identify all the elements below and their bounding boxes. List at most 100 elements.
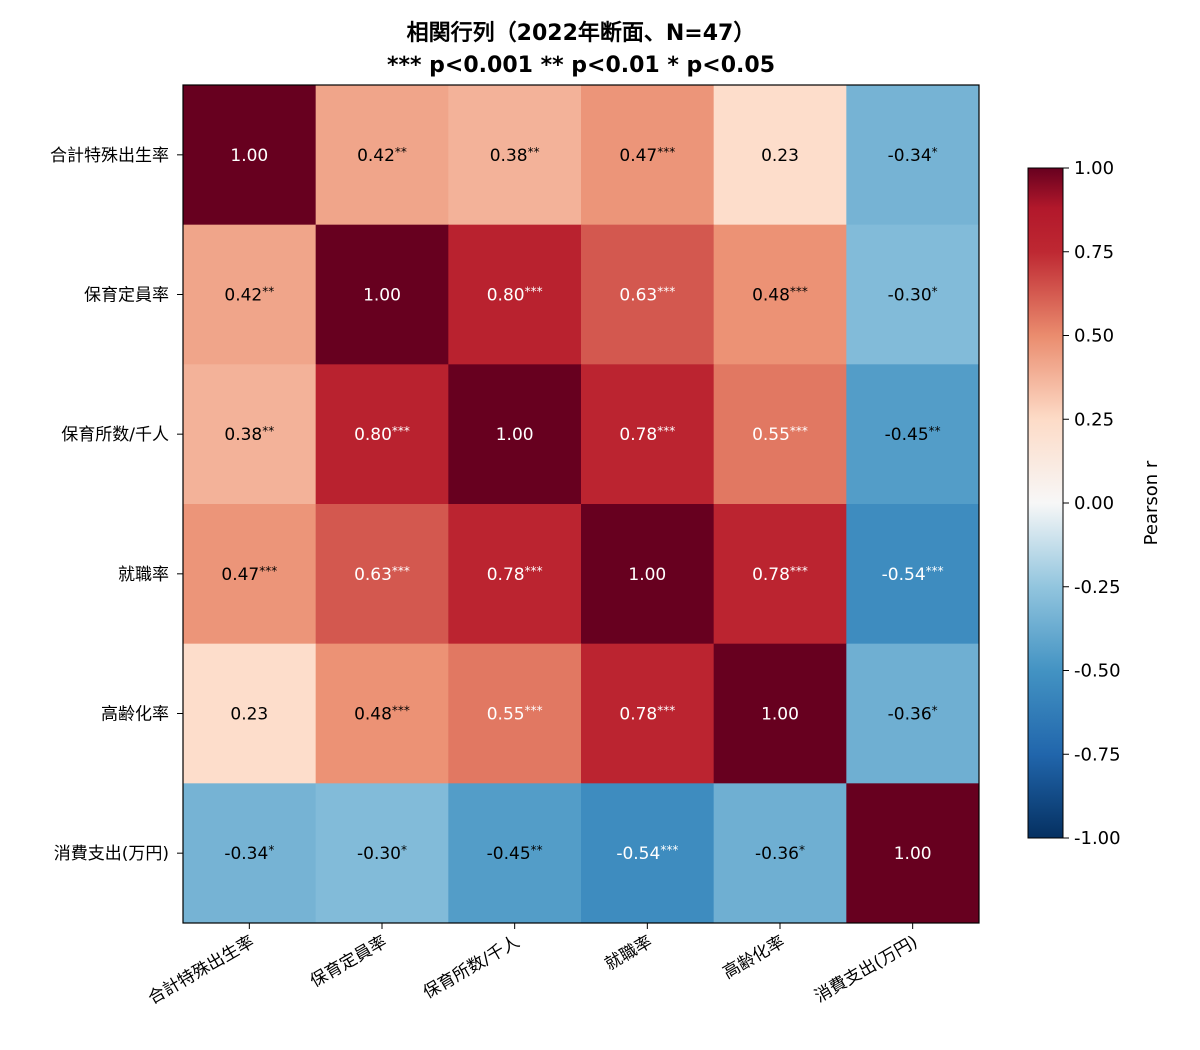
significance-marker: *** [660, 843, 678, 857]
heatmap-cell [448, 224, 582, 365]
cell-value-label: 0.42** [357, 145, 407, 166]
colorbar-label: Pearson r [1141, 460, 1162, 545]
heatmap-cell [581, 85, 715, 226]
heatmap-cell [581, 783, 715, 924]
significance-marker: *** [790, 424, 808, 438]
heatmap-cell [183, 643, 317, 784]
cell-value-label: -0.34* [224, 843, 274, 864]
heatmap-cell [713, 504, 847, 645]
significance-marker: *** [657, 704, 675, 718]
significance-marker: *** [657, 285, 675, 299]
heatmap-cell-labels: 1.00 0.42** 0.38** 0.47*** 0.23 -0.34*0.42** 1… [221, 145, 943, 864]
x-tick-label: 保育定員率 [307, 932, 391, 992]
cell-value-label: 1.00 [894, 844, 932, 864]
cell-value-label: -0.36* [888, 704, 938, 725]
significance-marker: *** [657, 424, 675, 438]
heatmap-cell [315, 364, 449, 505]
colorbar-tick-label: 0.75 [1074, 242, 1114, 263]
heatmap-cell [846, 783, 980, 924]
x-axis-ticks: 合計特殊出生率 保育定員率 保育所数/千人 就職率 高齢化率 消費支出(万円) [145, 923, 921, 1009]
colorbar-tick-label: 0.50 [1074, 326, 1114, 347]
significance-marker: * [799, 843, 805, 857]
significance-marker: ** [929, 424, 941, 438]
heatmap-cell [315, 504, 449, 645]
cell-value-label: -0.36* [755, 843, 805, 864]
cell-value-label: -0.45** [487, 843, 543, 864]
cell-value-label: 1.00 [496, 425, 534, 445]
x-tick-label: 合計特殊出生率 [145, 932, 258, 1009]
colorbar-tick-label: -0.75 [1074, 744, 1121, 765]
colorbar-gradient [1027, 167, 1064, 839]
heatmap-cell [315, 643, 449, 784]
significance-marker: * [932, 704, 938, 718]
heatmap-cell [315, 85, 449, 226]
colorbar-tick-label: -1.00 [1074, 828, 1121, 849]
cell-value-label: -0.30* [888, 285, 938, 306]
heatmap-cell [448, 643, 582, 784]
colorbar-ticks: 1.00 0.75 0.50 0.25 0.00 -0.25 -0.50 -0.75 -1.00 [1063, 158, 1121, 849]
heatmap-cell [183, 224, 317, 365]
heatmap-cell [713, 783, 847, 924]
significance-marker: *** [392, 704, 410, 718]
colorbar-tick-label: 1.00 [1074, 158, 1114, 179]
heatmap-frame [182, 84, 980, 924]
heatmap-cell [581, 504, 715, 645]
significance-marker: *** [525, 564, 543, 578]
y-tick-label: 高齢化率 [101, 705, 169, 725]
x-tick-label: 高齢化率 [720, 932, 789, 983]
cell-value-label: 0.23 [761, 146, 799, 166]
heatmap-cell [448, 783, 582, 924]
x-tick-label: 就職率 [602, 932, 656, 975]
significance-marker: ** [262, 424, 274, 438]
significance-marker: *** [790, 564, 808, 578]
significance-marker: ** [395, 145, 407, 159]
cell-value-label: 1.00 [628, 565, 666, 585]
y-tick-label: 保育所数/千人 [61, 425, 169, 445]
significance-marker: *** [392, 424, 410, 438]
heatmap-cell [183, 504, 317, 645]
significance-marker: ** [531, 843, 543, 857]
heatmap-cell [315, 783, 449, 924]
cell-value-label: 0.38** [224, 424, 274, 445]
cell-value-label: -0.34* [888, 145, 938, 166]
colorbar-tick-label: 0.25 [1074, 409, 1114, 430]
significance-marker: *** [525, 285, 543, 299]
heatmap-cell [581, 643, 715, 784]
heatmap-cell [315, 224, 449, 365]
chart-subtitle: *** p<0.001 ** p<0.01 * p<0.05 [387, 53, 775, 78]
x-tick-label: 保育所数/千人 [420, 932, 523, 1003]
heatmap-cell [183, 783, 317, 924]
y-tick-label: 合計特殊出生率 [50, 146, 169, 166]
y-tick-label: 消費支出(万円) [54, 844, 169, 864]
heatmap-cell [846, 224, 980, 365]
significance-marker: *** [926, 564, 944, 578]
significance-marker: * [932, 145, 938, 159]
heatmap-cell [581, 364, 715, 505]
cell-value-label: -0.45** [885, 424, 941, 445]
cell-value-label: 1.00 [230, 146, 268, 166]
significance-marker: ** [528, 145, 540, 159]
significance-marker: *** [525, 704, 543, 718]
heatmap-cells [183, 85, 980, 924]
heatmap-cell [448, 364, 582, 505]
cell-value-label: 0.23 [230, 705, 268, 725]
heatmap-cell [846, 364, 980, 505]
colorbar-tick-label: -0.25 [1074, 577, 1121, 598]
heatmap-cell [846, 504, 980, 645]
significance-marker: *** [790, 285, 808, 299]
colorbar-tick-label: -0.50 [1074, 661, 1121, 682]
x-tick-label: 消費支出(万円) [811, 932, 921, 1007]
significance-marker: * [401, 843, 407, 857]
significance-marker: * [268, 843, 274, 857]
cell-value-label: 0.38** [490, 145, 540, 166]
heatmap-cell [713, 364, 847, 505]
heatmap-cell [581, 224, 715, 365]
chart-title: 相関行列（2022年断面、N=47） [407, 20, 756, 46]
significance-marker: * [932, 285, 938, 299]
cell-value-label: -0.30* [357, 843, 407, 864]
heatmap-cell [713, 224, 847, 365]
colorbar: 1.00 0.75 0.50 0.25 0.00 -0.25 -0.50 -0.75 -1.00… [1027, 158, 1162, 849]
heatmap-cell [448, 85, 582, 226]
